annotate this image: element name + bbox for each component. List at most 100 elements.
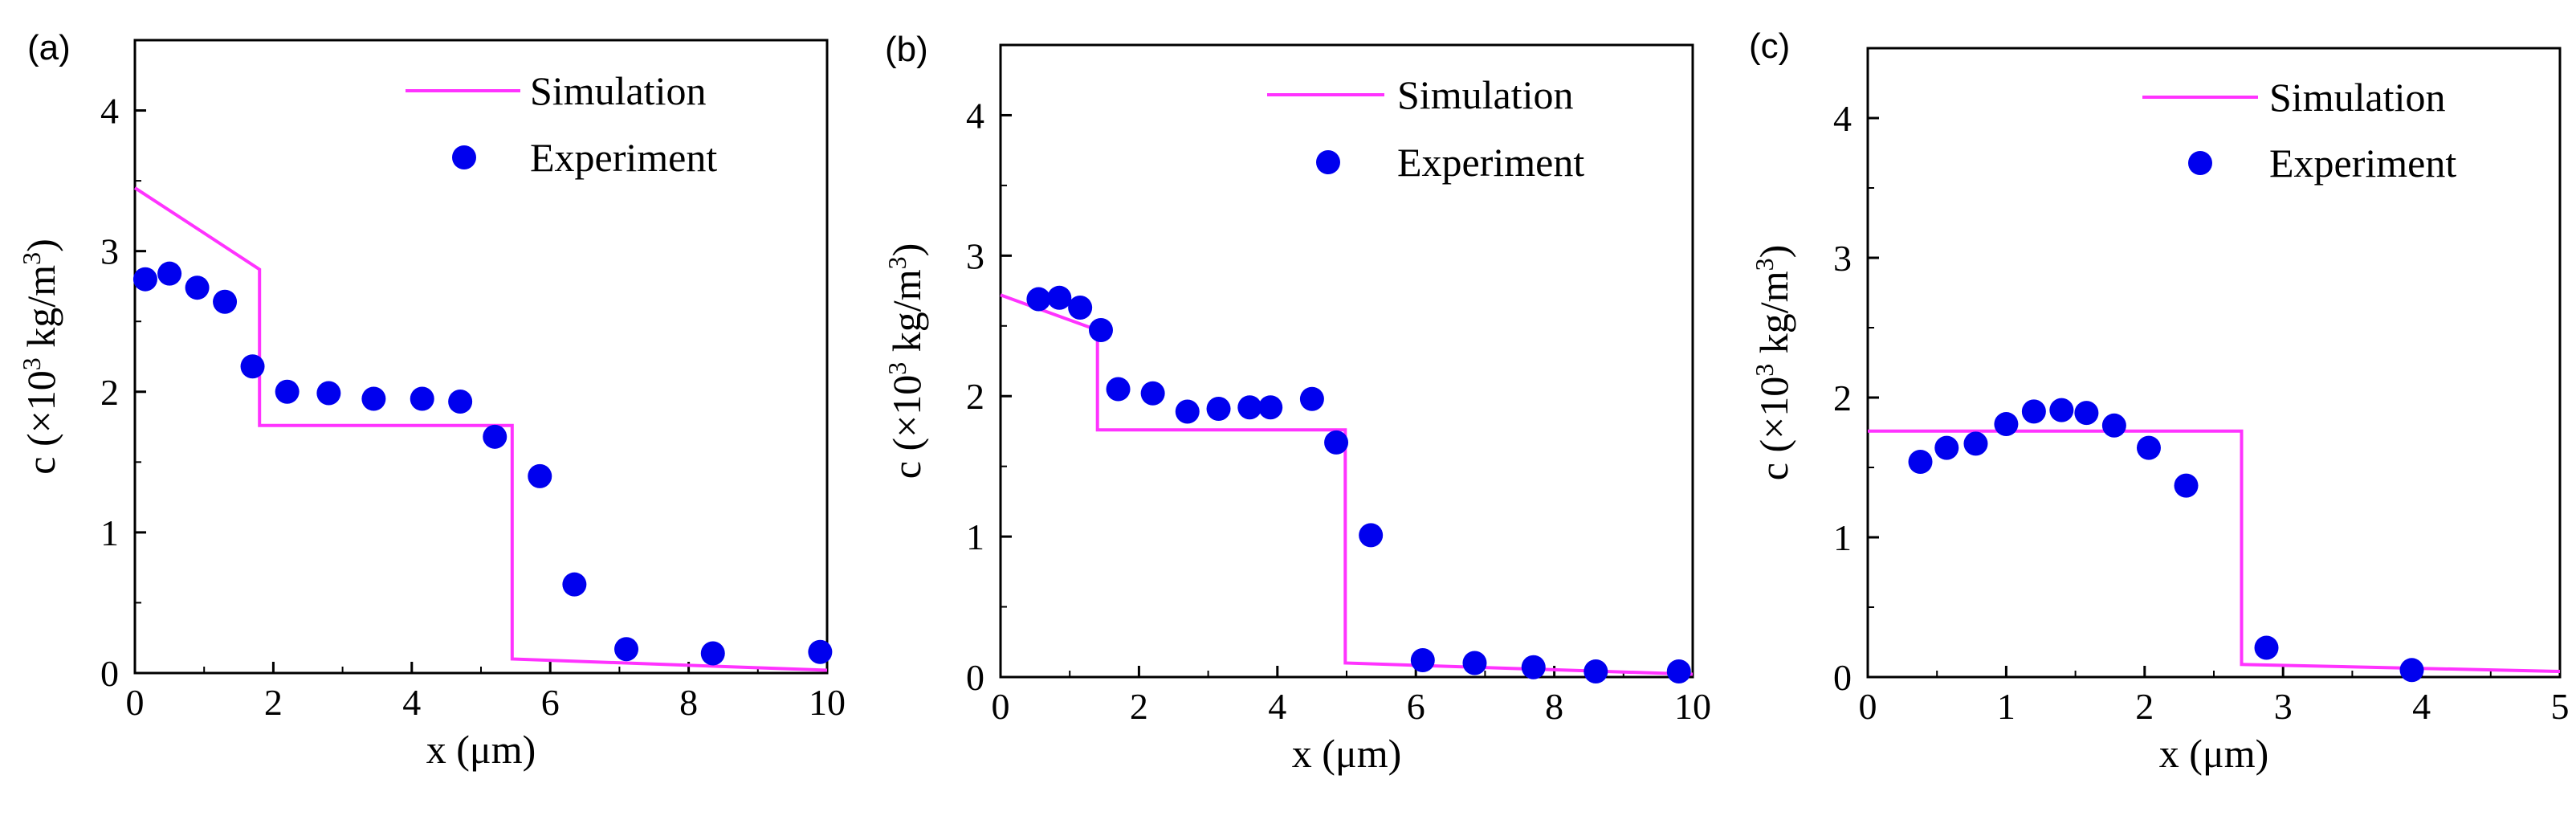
legend-simulation-label: Simulation [2269,75,2445,120]
experiment-point [614,637,639,662]
y-axis-label: c (×103 kg/m3) [17,239,63,475]
experiment-point [562,572,587,597]
experiment-point [1106,377,1131,402]
simulation-line [1000,293,1694,676]
experiment-point [1666,659,1691,684]
experiment-point [2049,398,2074,422]
experiment-point [1934,435,1959,460]
y-tick-label: 3 [1833,238,1852,279]
x-tick-label: 10 [1674,686,1711,727]
experiment-point [1324,430,1349,455]
y-tick-label: 4 [100,91,119,132]
legend-experiment-label: Experiment [2269,141,2456,186]
y-tick-label: 1 [100,512,119,553]
experiment-point [2174,473,2199,498]
panel-label: (b) [885,30,928,69]
experiment-point [1068,296,1093,320]
y-tick-label: 0 [1833,657,1852,698]
x-tick-label: 6 [1407,686,1425,727]
simulation-line [1868,429,2561,673]
x-tick-label: 4 [402,682,421,723]
experiment-point [1088,318,1113,343]
experiment-point [1963,431,1988,456]
experiment-point [1462,651,1487,675]
y-tick-label: 0 [966,657,984,698]
legend-simulation-label: Simulation [1397,72,1573,117]
legend-experiment-label: Experiment [530,135,717,180]
y-tick-label: 4 [1833,98,1852,139]
panel-label: (a) [27,28,71,67]
experiment-point [483,424,507,449]
experiment-point [361,386,386,411]
x-tick-label: 0 [126,682,145,723]
x-tick-label: 4 [1268,686,1286,727]
y-axis-label: c (×103 kg/m3) [882,243,929,479]
x-tick-label: 3 [2274,686,2293,727]
x-tick-label: 0 [992,686,1010,727]
experiment-point [275,379,300,404]
y-tick-label: 2 [100,372,119,413]
x-tick-label: 8 [1545,686,1563,727]
experiment-point [213,289,238,314]
x-tick-label: 2 [264,682,283,723]
panel-label: (c) [1749,27,1790,66]
x-tick-label: 1 [1997,686,2016,727]
experiment-point [1140,381,1165,406]
experiment-point [448,390,473,414]
experiment-point [185,275,210,300]
experiment-point [1410,648,1435,673]
y-tick-label: 4 [966,95,984,136]
experiment-point [240,354,265,379]
y-tick-label: 0 [100,653,119,694]
experiment-point [2254,635,2279,660]
x-tick-label: 6 [541,682,560,723]
experiment-point [1206,396,1231,421]
x-axis-label: x (μm) [1292,731,1402,776]
x-tick-label: 2 [1130,686,1148,727]
experiment-point [157,261,182,286]
experiment-point [2021,399,2046,424]
experiment-point [1299,386,1324,411]
x-axis-label: x (μm) [2159,731,2269,776]
x-tick-label: 5 [2551,686,2570,727]
experiment-point [1175,399,1200,424]
y-tick-label: 2 [1833,377,1852,418]
experiment-point [808,639,833,664]
experiment-point [2074,401,2099,426]
experiment-point [1237,395,1262,420]
y-tick-label: 3 [100,231,119,272]
experiment-point [1584,659,1608,684]
experiment-point [410,386,434,411]
experiment-point [2136,435,2161,460]
experiment-point [316,381,341,406]
x-tick-label: 8 [679,682,698,723]
legend-experiment-swatch [452,145,476,169]
x-axis-label: x (μm) [426,727,536,772]
experiment-point [2399,658,2424,683]
legend-experiment-swatch [1316,150,1340,174]
y-tick-label: 2 [966,376,984,417]
experiment-point [2101,413,2126,438]
experiment-point [1994,412,2019,437]
y-tick-label: 1 [966,516,984,557]
experiment-point [1359,523,1384,548]
x-tick-label: 4 [2412,686,2431,727]
y-axis-label: c (×103 kg/m3) [1750,245,1796,481]
experiment-point [1026,287,1051,312]
x-tick-label: 0 [1859,686,1877,727]
legend-experiment-label: Experiment [1397,140,1584,185]
x-tick-label: 2 [2135,686,2154,727]
plot-frame [133,39,829,675]
x-tick-label: 10 [809,682,846,723]
experiment-point [700,641,725,666]
experiment-point [132,267,157,292]
experiment-point [1908,450,1933,475]
legend-simulation-label: Simulation [530,68,706,113]
legend-experiment-swatch [2188,151,2212,175]
y-tick-label: 3 [966,235,984,276]
y-tick-label: 1 [1833,517,1852,558]
experiment-point [528,463,552,488]
simulation-line [133,186,828,672]
experiment-point [1047,285,1072,310]
